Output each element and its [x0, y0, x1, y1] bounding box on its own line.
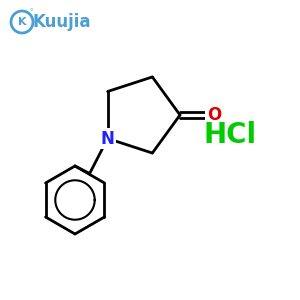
Text: O: O: [207, 106, 221, 124]
Text: °: °: [30, 10, 33, 16]
Text: HCl: HCl: [203, 121, 256, 149]
Text: K: K: [18, 17, 26, 27]
Text: Kuujia: Kuujia: [33, 13, 91, 31]
Text: N: N: [101, 130, 115, 148]
